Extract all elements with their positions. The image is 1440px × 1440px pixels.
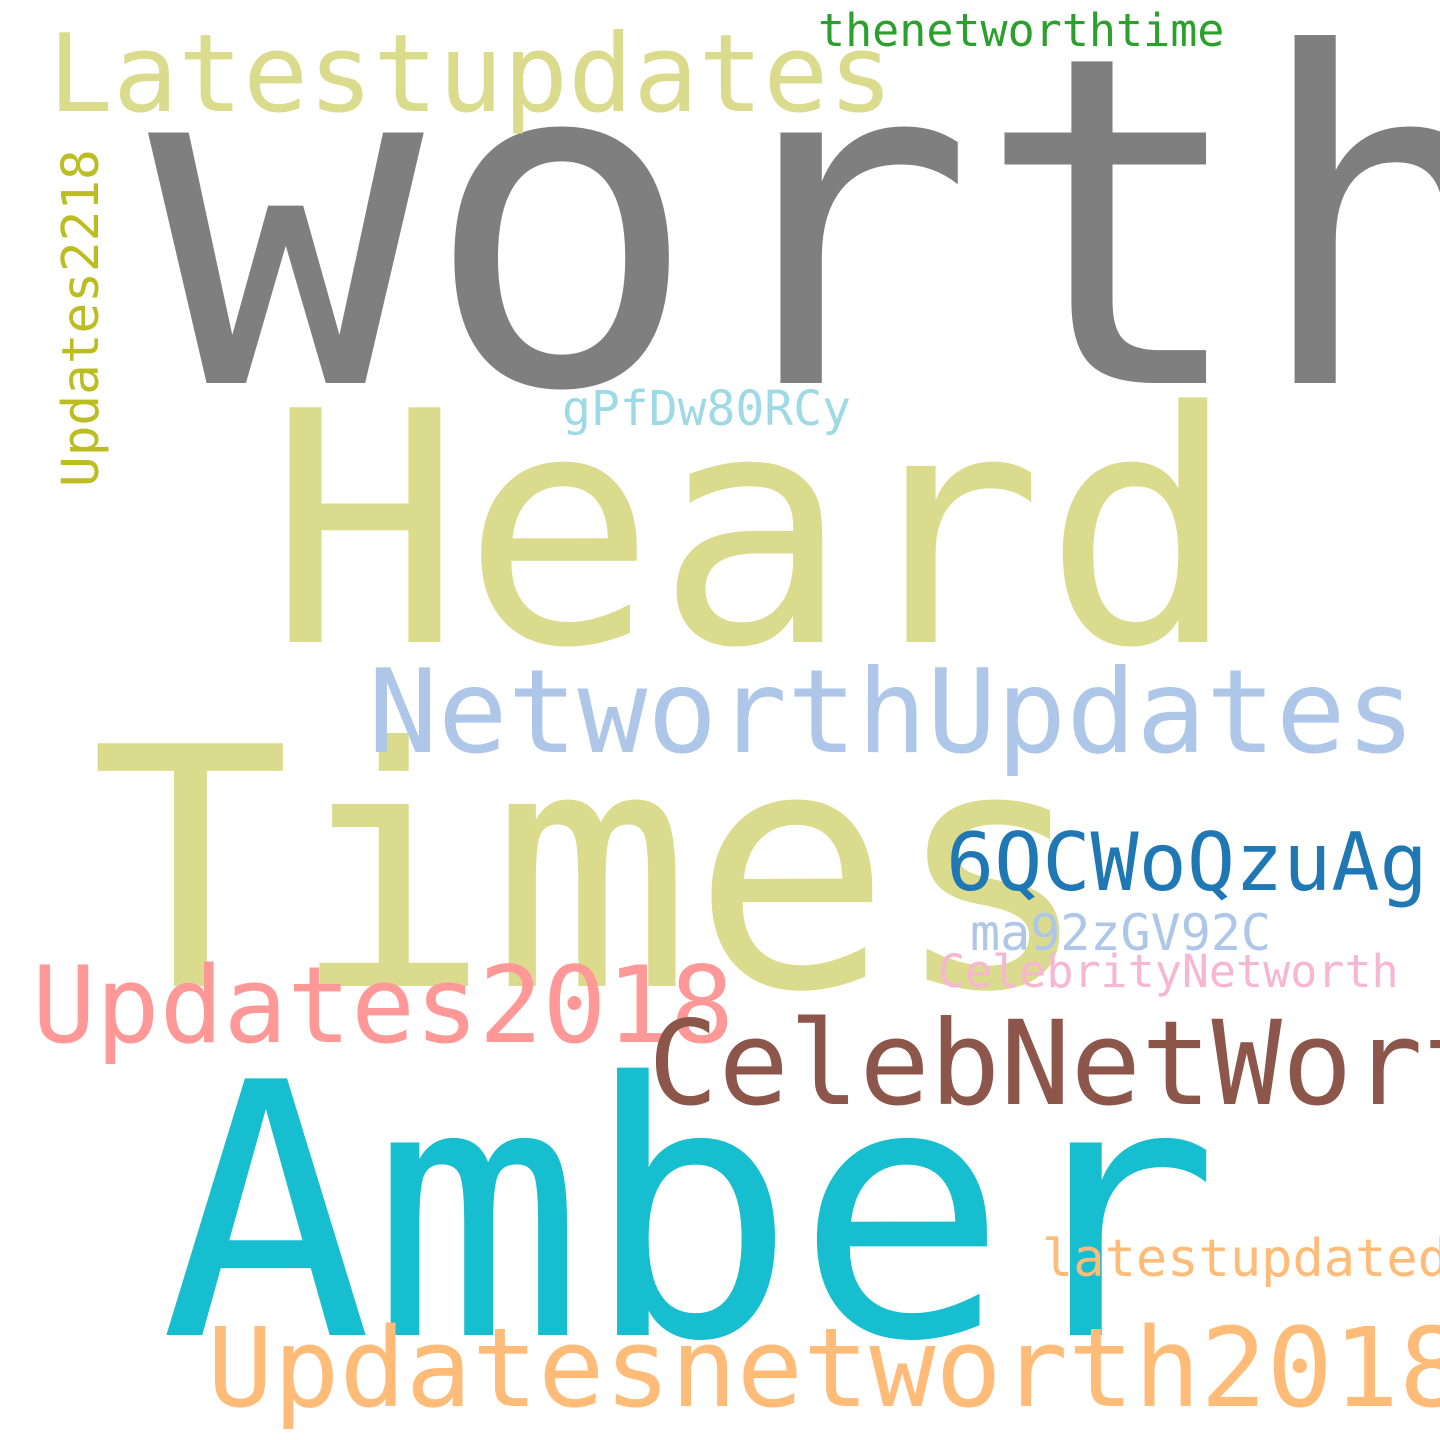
word-networthupdates: NetworthUpdates bbox=[368, 645, 1416, 780]
word-ma92zgv92c: ma92zGV92C bbox=[970, 904, 1272, 962]
word-times: Times bbox=[90, 677, 1093, 1065]
word-celebritynetworth: CelebrityNetworth bbox=[938, 945, 1399, 998]
word-latestupdates: Latestupdates bbox=[48, 12, 894, 137]
word-heard: Heard bbox=[268, 343, 1238, 718]
word-amber: Amber bbox=[160, 1009, 1220, 1419]
word-celebnetworth: CelebNetWorth bbox=[648, 995, 1440, 1132]
word-worth: worth bbox=[148, 0, 1440, 492]
word-updates2018: Updates2018 bbox=[32, 944, 734, 1067]
word-thenetworthtime: thenetworthtime bbox=[818, 4, 1225, 57]
word-6qcwoqzuag: 6QCWoQzuAg bbox=[946, 816, 1428, 909]
word-updates2218: Updates2218 bbox=[52, 149, 111, 487]
word-gpfdw80rcy: gPfDw80RCy bbox=[562, 381, 851, 437]
word-latestupdated: latestupdated bbox=[1042, 1229, 1440, 1289]
word-updatesnetworth2018: Updatesnetworth2018 bbox=[207, 1304, 1440, 1432]
